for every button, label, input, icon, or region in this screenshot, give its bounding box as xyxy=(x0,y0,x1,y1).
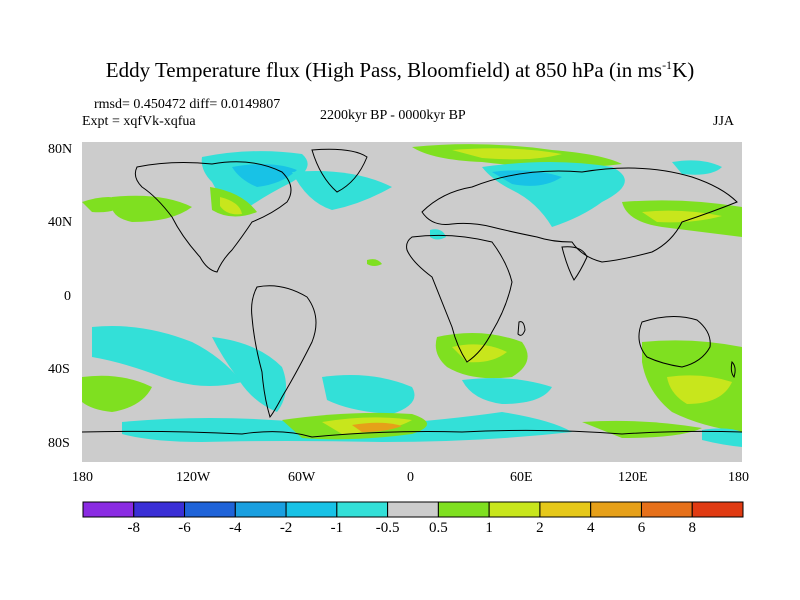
lon-label-180e: 180 xyxy=(728,470,749,485)
coast-south-america xyxy=(251,285,317,419)
colorbar-label: 6 xyxy=(637,520,646,536)
coast-north-america xyxy=(134,161,292,273)
lon-label-120w: 120W xyxy=(176,470,211,485)
colorbar-label: -0.5 xyxy=(375,520,400,536)
neg-region-canada-core xyxy=(232,164,297,187)
colorbar-label: 0.5 xyxy=(429,520,448,536)
coast-madagascar xyxy=(517,321,526,336)
pos-region-nw-pacific-core xyxy=(642,210,722,223)
colorbar-swatch xyxy=(133,501,186,518)
colorbar-label: 4 xyxy=(586,520,595,536)
lat-label-40n: 40N xyxy=(48,215,73,230)
period-label: 2200kyr BP - 0000kyr BP xyxy=(320,108,466,123)
lon-label-60w: 60W xyxy=(288,470,316,485)
neg-region-s-pacific xyxy=(92,326,242,386)
colorbar-label: 1 xyxy=(485,520,493,536)
lon-label-60e: 60E xyxy=(510,470,533,485)
neg-region-n-atlantic xyxy=(292,171,392,210)
coast-india xyxy=(561,246,588,281)
coast-australia xyxy=(638,316,711,368)
lon-label-120e: 120E xyxy=(618,470,648,485)
colorbar-label: 8 xyxy=(688,520,696,536)
neg-region-se-pacific xyxy=(212,337,286,412)
anomaly-fields xyxy=(82,144,742,447)
lat-label-80n: 80N xyxy=(48,142,73,157)
colorbar-swatch xyxy=(539,501,592,518)
colorbar-label: -1 xyxy=(330,520,344,536)
colorbar-swatch xyxy=(336,501,389,518)
coast-greenland xyxy=(311,148,368,193)
pos-region-australia-core xyxy=(667,375,732,404)
lat-label-80s: 80S xyxy=(48,436,70,451)
title-main: Eddy Temperature flux (High Pass, Bloomf… xyxy=(105,58,663,82)
pos-region-n-america xyxy=(210,187,257,217)
colorbar-swatch xyxy=(387,501,439,518)
experiment-label: Expt = xqfVk-xqfua xyxy=(82,114,196,129)
pos-region-s-indian-core xyxy=(452,344,507,363)
colorbar-swatch xyxy=(691,501,744,518)
pos-region-w-africa xyxy=(367,259,382,266)
colorbar xyxy=(82,501,744,518)
map-background xyxy=(82,142,742,462)
colorbar-label: 2 xyxy=(536,520,544,536)
pos-region-s-pacific-west xyxy=(82,375,152,412)
coast-eurasia xyxy=(421,167,738,263)
coast-antarctica xyxy=(82,429,742,438)
colorbar-swatch xyxy=(285,501,338,518)
map-plot xyxy=(82,142,742,462)
colorbar-swatch xyxy=(184,501,236,518)
lat-label-0: 0 xyxy=(64,289,71,304)
colorbar-label: -2 xyxy=(279,520,293,536)
colorbar-swatch xyxy=(590,501,642,518)
title-exponent: -1 xyxy=(662,58,673,72)
colorbar-label: -8 xyxy=(127,520,141,536)
pos-region-n-pacific-west xyxy=(82,197,127,213)
pos-region-arctic-core xyxy=(452,148,562,160)
title-end: K) xyxy=(672,58,695,82)
colorbar-swatch xyxy=(640,501,693,518)
colorbar-swatch xyxy=(234,501,287,518)
stats-text: rmsd= 0.450472 diff= 0.0149807 xyxy=(94,97,281,112)
colorbar-swatch xyxy=(82,501,135,518)
neg-region-nw-pacific xyxy=(672,160,722,175)
chart-title: Eddy Temperature flux (High Pass, Bloomf… xyxy=(0,58,800,83)
neg-region-s-atlantic xyxy=(322,374,415,414)
lat-label-40s: 40S xyxy=(48,362,70,377)
neg-region-siberia-core xyxy=(492,170,562,186)
colorbar-swatch xyxy=(488,501,541,518)
lon-label-0: 0 xyxy=(407,470,414,485)
lon-label-180w: 180 xyxy=(72,470,93,485)
pos-region-antarctic-peak xyxy=(352,422,402,432)
neg-region-antarctic-east xyxy=(702,428,742,447)
neg-region-med xyxy=(430,229,446,240)
pos-region-n-pacific xyxy=(111,195,192,222)
coast-africa xyxy=(406,234,513,363)
coast-new-zealand xyxy=(730,360,736,379)
season-label: JJA xyxy=(713,114,735,129)
colorbar-label: -4 xyxy=(229,520,242,536)
colorbar-label: -6 xyxy=(178,520,191,536)
pos-region-n-america-core xyxy=(220,197,242,215)
coastlines xyxy=(82,148,742,438)
colorbar-swatch xyxy=(437,501,490,518)
neg-region-indian-ocean-south xyxy=(462,378,552,404)
